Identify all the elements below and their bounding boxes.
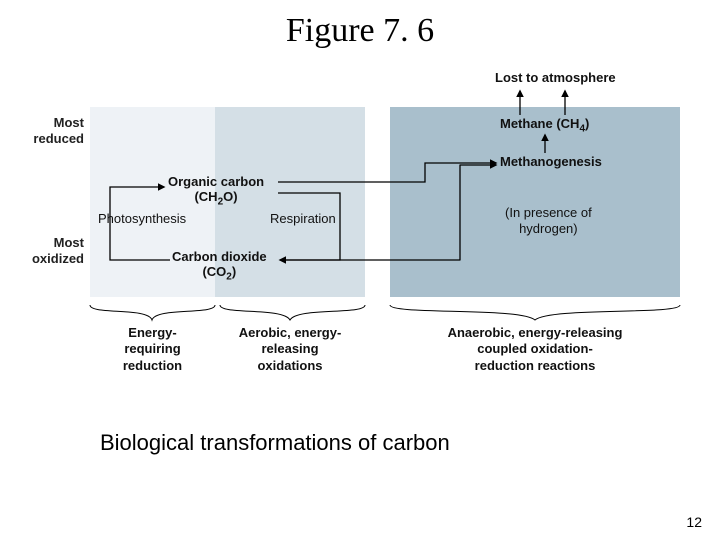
node-methanogenesis: Methanogenesis [500,155,602,170]
cat-aerobic: Aerobic, energy-releasingoxidations [215,325,365,374]
carbon-diagram: Mostreduced Mostoxidized Organic carbon(… [20,75,700,395]
cat-energy-requiring: Energy-requiringreduction [90,325,215,374]
figure-caption: Biological transformations of carbon [100,430,450,456]
label-lost-atmosphere: Lost to atmosphere [495,71,616,86]
node-organic-carbon: Organic carbon(CH2O) [168,175,264,208]
label-respiration: Respiration [270,211,336,226]
panel-anaerobic [390,107,680,297]
label-photosynthesis: Photosynthesis [98,211,186,226]
node-carbon-dioxide: Carbon dioxide(CO2) [172,250,267,283]
axis-most-reduced: Mostreduced [14,115,84,146]
figure-title: Figure 7. 6 [0,12,720,50]
page-number: 12 [686,514,702,530]
axis-most-oxidized: Mostoxidized [14,235,84,266]
note-hydrogen: (In presence ofhydrogen) [505,205,592,236]
node-methane: Methane (CH4) [500,117,589,135]
cat-anaerobic: Anaerobic, energy-releasingcoupled oxida… [390,325,680,374]
